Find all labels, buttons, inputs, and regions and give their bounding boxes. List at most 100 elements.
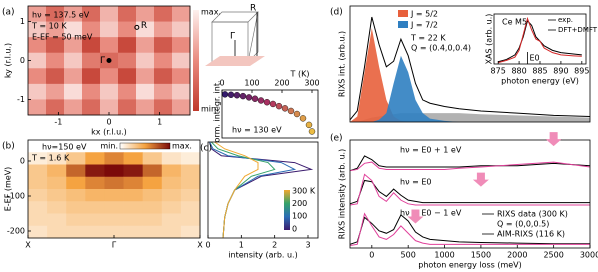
heatmap-cell <box>123 164 144 178</box>
heatmap-cell <box>28 213 48 227</box>
heatmap-cell <box>66 201 86 214</box>
heatmap-cell <box>66 213 86 227</box>
colorbar-label: 200 <box>292 199 307 208</box>
heatmap-cell <box>180 176 201 190</box>
x-tick-label: 1500 <box>471 251 491 260</box>
heatmap-cell <box>118 6 137 22</box>
annotation: hν = E0 + 1 eV <box>400 146 462 155</box>
arrow <box>545 132 562 147</box>
panel-label: (d) <box>330 8 343 18</box>
point <box>293 110 301 118</box>
plot-background <box>208 142 318 238</box>
y-tick-label: 1 <box>20 17 25 26</box>
heatmap-cell <box>136 68 155 85</box>
heatmap-cell <box>142 225 163 239</box>
heatmap-cell <box>100 68 119 85</box>
heatmap-cell <box>47 201 67 214</box>
point <box>239 92 247 100</box>
y-axis-label: ky (r.l.u.) <box>4 43 13 78</box>
plot-frame <box>207 141 319 239</box>
x-tick-label: 500 <box>401 251 416 260</box>
x-tick-label: 2500 <box>543 251 563 260</box>
heatmap-cell <box>85 164 105 178</box>
point <box>275 102 283 110</box>
colorbar-label: max. <box>201 8 221 17</box>
heatmap-cell <box>123 176 144 190</box>
heatmap-cell <box>161 152 182 165</box>
colorbar <box>119 142 171 150</box>
heatmap-cell <box>100 6 119 22</box>
y-tick-label: -100 <box>7 192 25 201</box>
heatmap-cell <box>64 6 83 22</box>
heatmap-cell <box>46 68 65 85</box>
heatmap-cell <box>82 6 101 22</box>
heatmap-cell <box>142 201 163 214</box>
heatmap-cell <box>118 99 137 116</box>
heatmap-cell <box>66 140 86 153</box>
heatmap-cell <box>46 99 65 116</box>
annotation: hν = E0 <box>400 178 431 187</box>
y-tick-label: -1 <box>17 95 25 104</box>
annotation: T = 10 K <box>31 22 67 31</box>
bz-plane <box>205 56 265 66</box>
inset-title: Ce M5 <box>502 18 527 27</box>
colorbar <box>284 190 290 230</box>
heatmap-cell <box>123 152 144 165</box>
point <box>281 105 289 112</box>
x-tick-label: X <box>25 241 31 250</box>
y-axis-label: RIXS intensity (arb. u.) <box>338 149 347 239</box>
heatmap-cell <box>100 37 119 54</box>
heatmap-cell <box>64 99 83 116</box>
legend-label: DFT+DMFT <box>558 26 598 34</box>
x-tick-label: 0 <box>219 79 224 88</box>
x-tick-label: 890 <box>553 67 568 76</box>
panel-label: (c) <box>200 144 212 154</box>
arrow <box>407 209 424 224</box>
heatmap-cell <box>142 176 163 190</box>
annotation: T = 1.6 K <box>31 154 70 163</box>
heatmap-cell <box>180 225 201 239</box>
heatmap-cell <box>100 99 119 116</box>
legend-label: J = 7/2 <box>410 21 438 30</box>
heatmap-cell <box>180 189 201 202</box>
line <box>349 212 590 247</box>
heatmap-cell <box>28 52 47 69</box>
annotation: hν = 137.5 eV <box>32 11 90 20</box>
legend-note: Q = (0,0,0.5) <box>497 220 549 229</box>
heatmap-cell <box>172 37 191 54</box>
annotation: Q = (0.4,0,0.4) <box>411 44 471 53</box>
y-tick-label: 0 <box>20 157 25 166</box>
heatmap-cell <box>85 201 105 214</box>
heatmap-cell <box>47 189 67 202</box>
heatmap-cell <box>66 152 86 165</box>
heatmap-cell <box>66 176 86 190</box>
heatmap-cell <box>180 140 201 153</box>
heatmap-cell <box>136 37 155 54</box>
x-tick-label: -1 <box>54 118 62 127</box>
colorbar-label: 300 K <box>292 187 316 196</box>
heatmap-cell <box>64 83 83 100</box>
x-tick-label: 1 <box>157 118 162 127</box>
heatmap-cell <box>154 68 173 85</box>
x-axis-label: T (K) <box>290 70 310 79</box>
heatmap-cell <box>46 21 65 38</box>
x-tick-label: Γ <box>112 241 117 250</box>
heatmap-cell <box>47 213 67 227</box>
heatmap-cell <box>28 140 48 153</box>
x-tick-label: 0 <box>205 241 210 250</box>
point <box>305 121 313 129</box>
legend-label: RIXS data (300 K) <box>497 210 568 219</box>
arrow <box>472 172 489 187</box>
heatmap-cell <box>85 140 105 153</box>
x-tick-label: 100 <box>244 79 259 88</box>
heatmap-cell <box>118 83 137 100</box>
heatmap-cell <box>180 164 201 178</box>
heatmap-cell <box>64 37 83 54</box>
heatmap-cell <box>104 152 124 165</box>
heatmap-cell <box>136 52 155 69</box>
plot-background <box>350 140 590 248</box>
area <box>350 55 590 122</box>
plot-frame <box>349 5 591 123</box>
heatmap-cell <box>85 213 105 227</box>
heatmap-cell <box>142 213 163 227</box>
